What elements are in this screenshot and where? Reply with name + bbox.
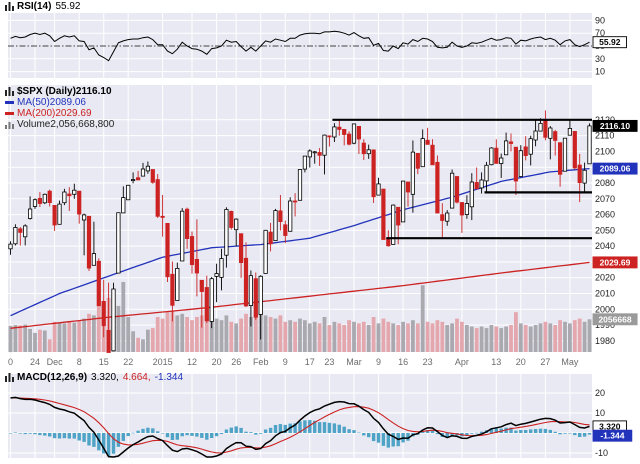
ma50-row: MA(50) 2089.06: [5, 97, 114, 108]
svg-text:2040: 2040: [595, 241, 615, 251]
ma200-value: 2029.69: [55, 108, 92, 119]
svg-text:Mar: Mar: [346, 357, 362, 367]
svg-text:24: 24: [30, 357, 40, 367]
svg-text:2089.06: 2089.06: [600, 164, 631, 174]
svg-text:2029.69: 2029.69: [600, 257, 631, 267]
svg-text:2120: 2120: [595, 115, 615, 125]
macd-histogram: [8, 420, 592, 457]
svg-text:2100: 2100: [595, 146, 615, 156]
signal-line: [10, 397, 590, 454]
volume-label: Volume: [17, 119, 51, 130]
svg-text:Feb: Feb: [253, 357, 269, 367]
symbol-row: $SPX (Daily) 2116.10: [5, 86, 114, 97]
svg-text:27: 27: [540, 357, 550, 367]
svg-text:8: 8: [77, 357, 82, 367]
svg-text:2116.10: 2116.10: [600, 121, 631, 131]
macd-value: 3.320,: [91, 372, 119, 383]
svg-text:15: 15: [99, 357, 109, 367]
macd-signal-value: 4.664,: [122, 372, 151, 383]
volume-bars-icon: [5, 121, 14, 129]
svg-text:12: 12: [187, 357, 197, 367]
svg-text:2000: 2000: [595, 304, 615, 314]
svg-text:2050: 2050: [595, 225, 615, 235]
svg-text:-1.344: -1.344: [600, 431, 624, 441]
price-legend: $SPX (Daily) 2116.10 MA(50) 2089.06 MA(2…: [5, 86, 114, 130]
macd-indicator-icon: [5, 373, 14, 382]
svg-text:10: 10: [595, 408, 605, 418]
volume-row: Volume 2,056,668,800: [5, 119, 114, 130]
svg-text:16: 16: [398, 357, 408, 367]
svg-text:0: 0: [8, 357, 13, 367]
macd-label: MACD(12,26,9): [17, 372, 88, 383]
price-indicator-icon: [5, 87, 14, 96]
svg-text:2015: 2015: [153, 357, 173, 367]
svg-text:3.320: 3.320: [599, 421, 621, 431]
svg-text:23: 23: [423, 357, 433, 367]
ma50-value: 2089.06: [49, 97, 86, 108]
svg-text:9: 9: [376, 357, 381, 367]
svg-text:Dec: Dec: [47, 357, 64, 367]
svg-text:-10: -10: [595, 448, 608, 458]
rsi-indicator-icon: [5, 2, 14, 11]
svg-text:20: 20: [212, 357, 222, 367]
svg-text:20: 20: [595, 388, 605, 398]
svg-text:1980: 1980: [595, 336, 615, 346]
x-axis: 0 24 Dec 8 15 22 2015 12 20 26 Feb 9 17 23 Mar 9 16 23 Apr…: [8, 357, 579, 367]
ma200-line: [10, 261, 590, 329]
svg-text:2060: 2060: [595, 210, 615, 220]
svg-text:90: 90: [595, 15, 605, 25]
svg-text:13: 13: [491, 357, 501, 367]
last-price: 2116.10: [75, 86, 112, 97]
axis-badges: 55.92 2116.10 2089.06 2029.69 2056668 3.320-1…: [592, 36, 638, 442]
macd-histogram-value: -1.344: [154, 372, 184, 383]
volume-value: 2,056,668,800: [50, 119, 115, 130]
svg-text:17: 17: [305, 357, 315, 367]
svg-text:20: 20: [516, 357, 526, 367]
svg-text:2080: 2080: [595, 178, 615, 188]
ma200-row: MA(200) 2029.69: [5, 108, 114, 119]
svg-text:30: 30: [595, 54, 605, 64]
ma200-line-icon: [5, 112, 14, 115]
svg-text:55.92: 55.92: [599, 37, 621, 47]
candles: [8, 110, 592, 353]
price-plot: 2120211021002090208020702060205020402030…: [8, 85, 615, 353]
rsi-legend: RSI(14) 55.92: [5, 1, 80, 12]
svg-text:2010: 2010: [595, 289, 615, 299]
svg-text:2020: 2020: [595, 273, 615, 283]
svg-text:2056668: 2056668: [598, 314, 631, 324]
rsi-line: [10, 30, 590, 62]
svg-text:2070: 2070: [595, 194, 615, 204]
svg-text:9: 9: [283, 357, 288, 367]
svg-text:26: 26: [231, 357, 241, 367]
svg-text:70: 70: [595, 28, 605, 38]
rsi-label: RSI(14): [17, 1, 52, 12]
ma50-label: MA(50): [17, 97, 50, 108]
ma50-line-icon: [5, 101, 14, 104]
symbol-label: $SPX (Daily): [17, 86, 76, 97]
svg-text:22: 22: [123, 357, 133, 367]
macd-plot: 20100-10: [8, 374, 608, 458]
svg-text:10: 10: [595, 67, 605, 77]
ma50-line: [10, 167, 590, 317]
macd-line: [10, 396, 590, 458]
ma200-label: MA(200): [17, 108, 56, 119]
svg-text:Apr: Apr: [455, 357, 469, 367]
volume-bars: [8, 282, 592, 353]
svg-text:23: 23: [324, 357, 334, 367]
rsi-plot: 9070503010: [8, 13, 605, 78]
macd-legend: MACD(12,26,9) 3.320, 4.664, -1.344: [5, 372, 183, 383]
rsi-value: 55.92: [55, 1, 81, 12]
svg-text:May: May: [561, 357, 579, 367]
svg-text:2110: 2110: [595, 131, 614, 141]
